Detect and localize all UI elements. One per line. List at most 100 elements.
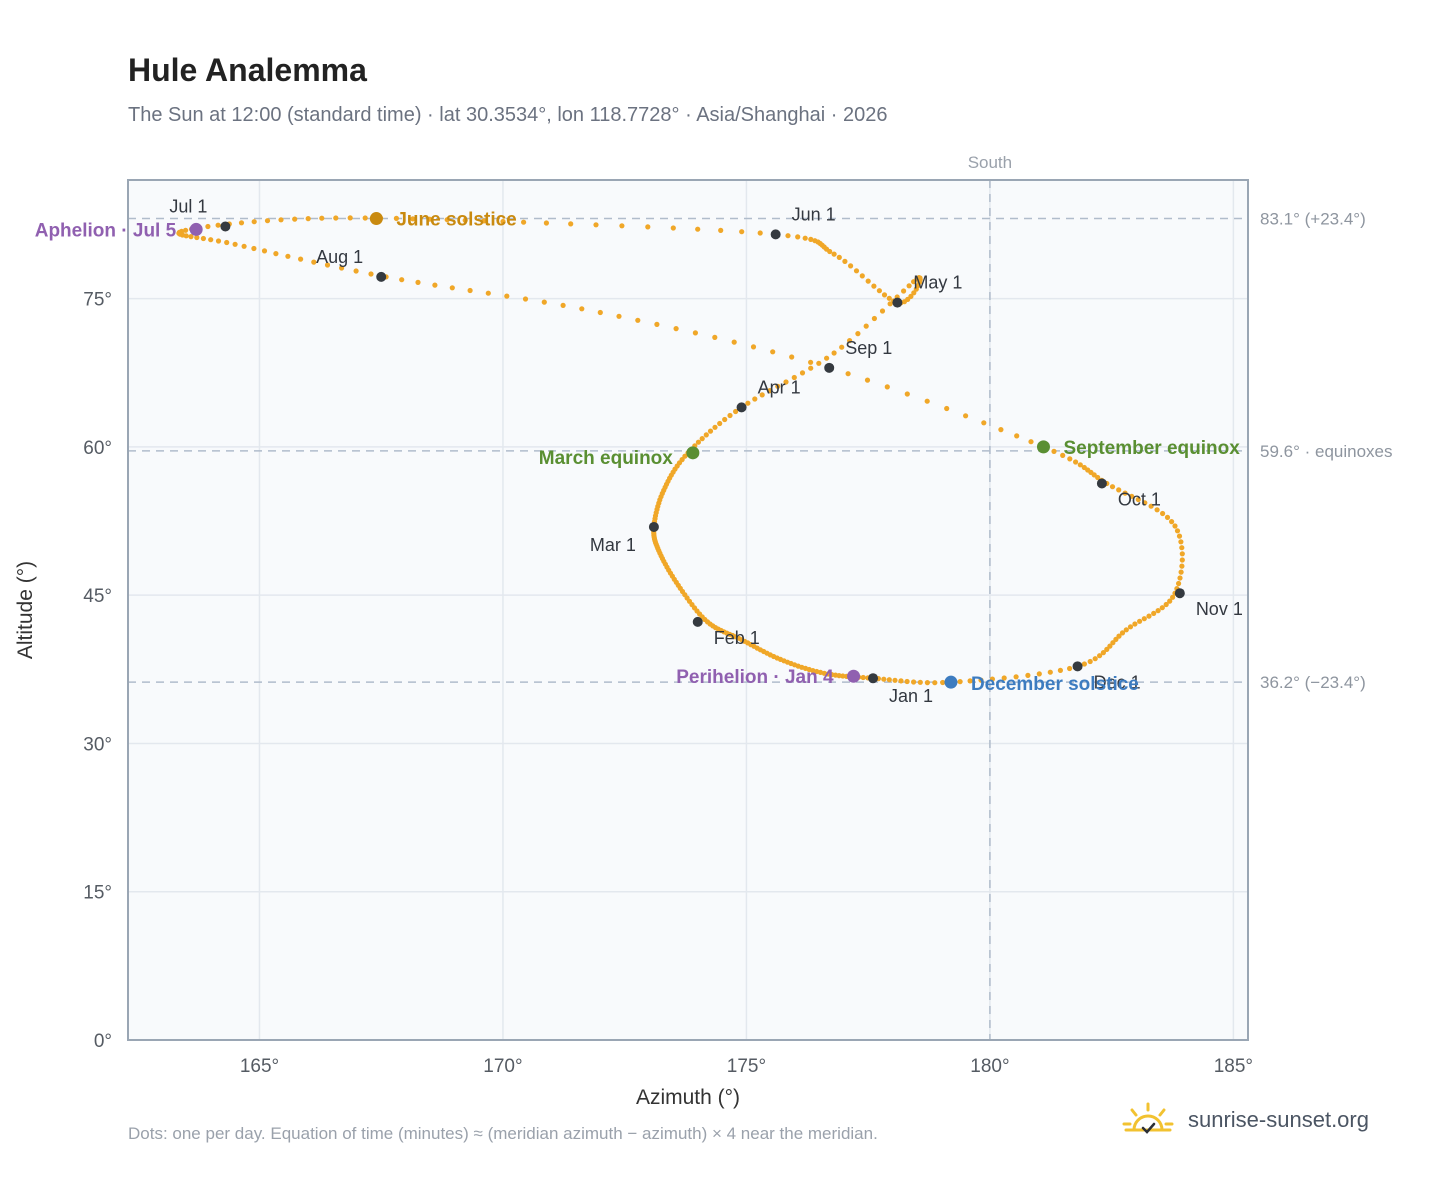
daily-dot	[911, 290, 917, 296]
daily-dot	[1170, 594, 1176, 600]
daily-dot	[1148, 503, 1154, 509]
month-marker	[648, 521, 659, 532]
daily-dot	[892, 677, 898, 683]
daily-dot	[319, 215, 325, 221]
daily-dot	[339, 265, 345, 271]
daily-dot	[989, 676, 996, 682]
daily-dot	[1178, 569, 1184, 575]
daily-dot	[733, 408, 739, 415]
y-tick-label: 0°	[94, 1031, 112, 1052]
y-tick-label: 45°	[83, 586, 112, 607]
daily-dot	[845, 371, 851, 377]
daily-dot	[1001, 675, 1007, 681]
daily-dot	[1159, 605, 1165, 611]
daily-dot	[881, 676, 887, 682]
daily-dot	[1164, 514, 1171, 521]
daily-dot	[703, 432, 709, 438]
event-label: Aphelion · Jul 5	[35, 220, 177, 241]
event-label: March equinox	[539, 448, 674, 469]
month-marker	[736, 402, 747, 413]
daily-dot	[1163, 601, 1169, 608]
y-axis-title: Altitude (°)	[14, 561, 37, 659]
reference-label: 59.6° · equinoxes	[1260, 442, 1393, 461]
daily-dot	[722, 416, 728, 423]
daily-dot	[1123, 627, 1129, 633]
daily-dot	[1110, 640, 1116, 646]
y-tick-label: 75°	[83, 290, 112, 311]
daily-dot	[194, 234, 200, 241]
daily-dot	[1179, 563, 1185, 569]
daily-dot	[775, 383, 781, 389]
daily-dot	[1051, 448, 1057, 454]
daily-dot	[673, 326, 679, 332]
footnote: Dots: one per day. Equation of time (min…	[128, 1124, 878, 1143]
daily-dot	[812, 238, 818, 244]
daily-dot	[816, 360, 822, 366]
x-tick-label: 170°	[483, 1056, 522, 1077]
daily-dot	[963, 413, 969, 419]
daily-dot	[285, 253, 291, 259]
month-marker	[824, 362, 835, 373]
daily-dot	[368, 271, 374, 277]
daily-dot	[770, 349, 776, 355]
month-marker	[892, 297, 903, 308]
daily-dot	[1104, 646, 1110, 653]
daily-dot	[1178, 539, 1184, 545]
daily-dot	[1014, 433, 1020, 439]
daily-dot	[848, 263, 854, 269]
daily-dot	[847, 338, 853, 344]
daily-dot	[232, 241, 238, 247]
daily-dot	[1142, 500, 1148, 506]
daily-dot	[645, 224, 651, 230]
daily-dot	[1160, 510, 1166, 517]
daily-dot	[699, 436, 705, 442]
daily-dot	[863, 323, 869, 329]
daily-dot	[750, 344, 757, 350]
month-label: Nov 1	[1196, 599, 1243, 619]
daily-dot	[932, 680, 938, 686]
x-tick-label: 185°	[1214, 1056, 1253, 1077]
month-label: Jun 1	[792, 204, 836, 224]
daily-dot	[500, 218, 506, 225]
daily-dot	[1013, 674, 1019, 680]
daily-dot	[616, 313, 622, 319]
daily-dot	[333, 215, 339, 221]
daily-dot	[504, 293, 510, 299]
daily-dot	[924, 680, 931, 686]
daily-dot	[759, 392, 765, 398]
chart-subtitle: The Sun at 12:00 (standard time) · lat 3…	[128, 104, 888, 126]
daily-dot	[904, 678, 910, 685]
daily-dot	[224, 239, 230, 246]
daily-dot	[1169, 519, 1175, 525]
daily-dot	[415, 279, 421, 285]
event-marker	[686, 446, 700, 460]
month-label: Oct 1	[1118, 489, 1161, 509]
daily-dot	[215, 238, 222, 244]
daily-dot	[718, 227, 724, 233]
daily-dot	[635, 317, 641, 323]
brand[interactable]: sunrise-sunset.org	[1120, 1100, 1369, 1140]
daily-dot	[695, 226, 701, 232]
event-label: December solstice	[971, 674, 1139, 695]
daily-dot	[924, 398, 930, 404]
daily-dot	[944, 405, 950, 412]
daily-dot	[783, 379, 789, 385]
daily-dot	[183, 227, 189, 233]
daily-dot	[522, 296, 529, 302]
daily-dot	[305, 216, 311, 222]
daily-dot	[911, 679, 917, 685]
reference-label: 83.1° (+23.4°)	[1260, 210, 1366, 229]
daily-dot	[410, 216, 416, 222]
daily-dot	[264, 218, 271, 224]
daily-dot	[541, 299, 547, 305]
meridian-label: South	[968, 153, 1012, 172]
event-marker	[1036, 440, 1050, 454]
daily-dot	[767, 388, 773, 394]
daily-dot	[1087, 658, 1093, 665]
daily-dot	[1116, 487, 1122, 493]
daily-dot	[881, 292, 888, 298]
daily-dot	[886, 295, 892, 301]
daily-dot	[731, 339, 737, 345]
daily-dot	[393, 215, 399, 221]
